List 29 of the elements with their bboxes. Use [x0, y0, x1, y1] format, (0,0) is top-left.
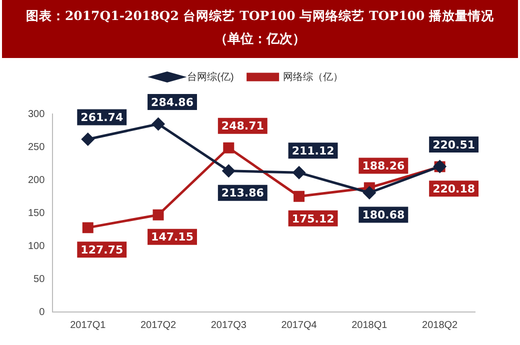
x-tick-label: 2018Q2	[422, 320, 458, 331]
data-label: 284.86	[151, 96, 194, 109]
data-label: 175.12	[292, 212, 334, 226]
y-tick-label: 100	[28, 240, 46, 252]
y-tick-label: 150	[28, 208, 46, 219]
y-tick-label: 250	[28, 142, 46, 153]
y-tick-label: 300	[28, 108, 46, 120]
x-tick-label: 2017Q1	[70, 320, 106, 331]
data-label: 211.12	[292, 144, 334, 158]
data-label: 188.26	[362, 160, 405, 173]
data-label: 180.68	[362, 208, 405, 222]
data-label: 261.74	[80, 111, 124, 124]
legend-label: 网络综（亿）	[282, 70, 343, 83]
data-label: 220.51	[432, 138, 476, 152]
x-tick-label: 2017Q4	[281, 320, 318, 331]
data-label: 213.86	[221, 186, 264, 200]
x-tick-label: 2017Q2	[140, 320, 176, 331]
data-label: 147.15	[151, 230, 194, 244]
chart-subtitle: （单位：亿次）	[214, 31, 306, 49]
data-label: 248.71	[221, 120, 264, 133]
chart-title: 图表：2017Q1-2018Q2 台网综艺 TOP100 与网络综艺 TOP100 播放量情况	[24, 7, 496, 25]
y-tick-label: 0	[39, 306, 46, 318]
x-tick-label: 2017Q3	[210, 320, 247, 331]
data-label: 220.18	[432, 182, 476, 196]
data-label: 127.75	[80, 244, 124, 257]
y-tick-label: 50	[34, 274, 46, 285]
y-tick-label: 200	[28, 174, 46, 186]
legend-label: 台网综(亿)	[187, 70, 234, 83]
x-tick-label: 2018Q1	[352, 320, 388, 331]
